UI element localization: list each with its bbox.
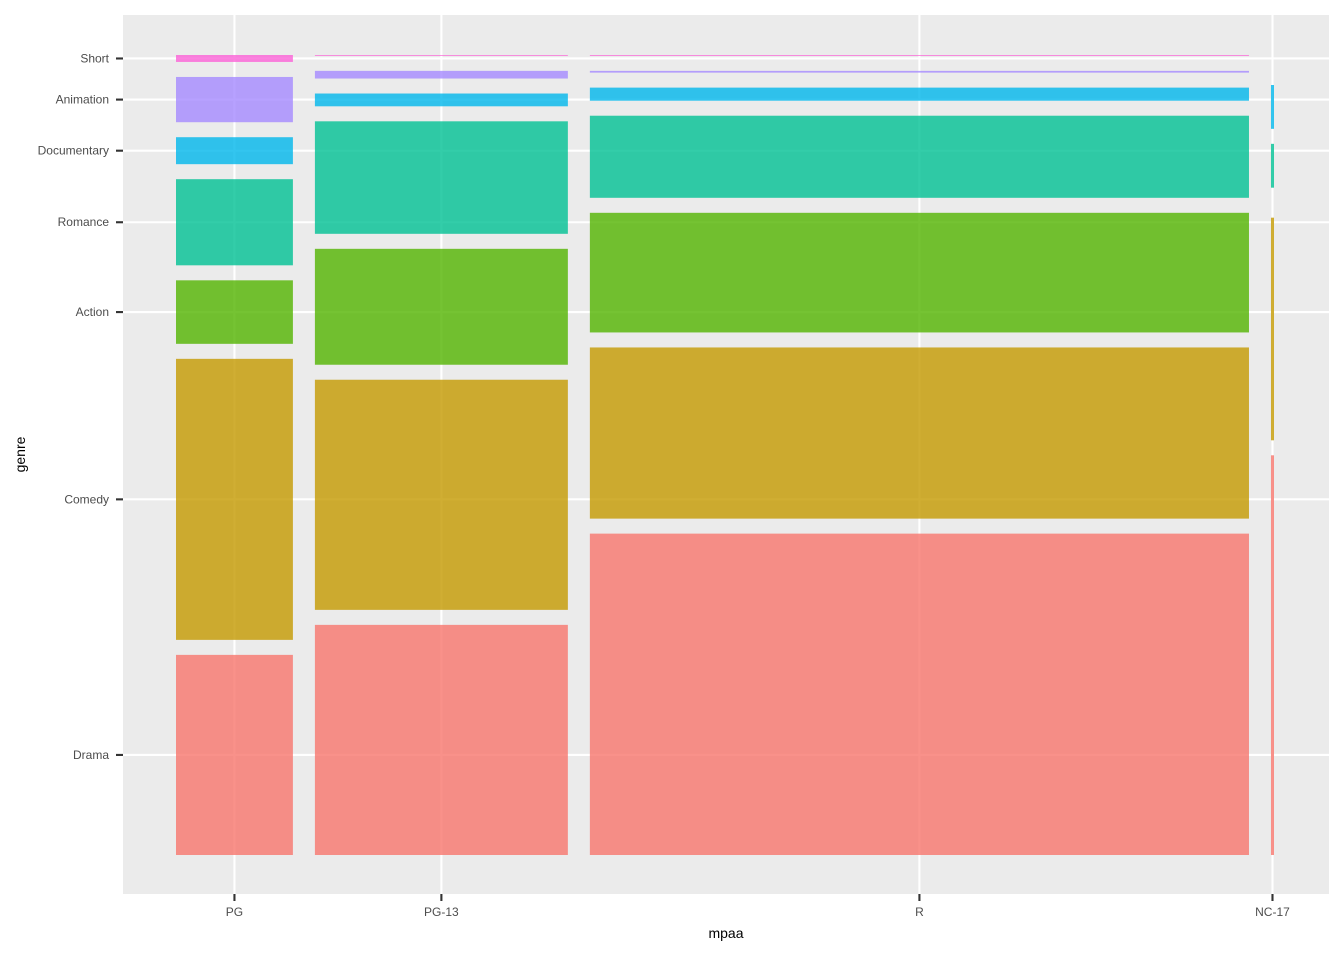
- tile-r-animation: [589, 70, 1249, 73]
- tile-pg-13-action: [314, 248, 568, 365]
- x-tick-label-nc-17: NC-17: [1255, 905, 1290, 919]
- tile-r-short: [589, 55, 1249, 56]
- tile-pg-13-documentary: [314, 93, 568, 107]
- tile-nc-17-romance: [1270, 143, 1274, 188]
- y-tick-label-drama: Drama: [73, 748, 109, 762]
- tile-r-drama: [589, 533, 1249, 855]
- tile-pg-romance: [176, 179, 293, 266]
- y-tick-label-comedy: Comedy: [64, 492, 109, 506]
- y-tick-label-action: Action: [76, 305, 109, 319]
- tile-r-action: [589, 212, 1249, 333]
- x-tick-label-pg: PG: [226, 905, 243, 919]
- tile-r-documentary: [589, 87, 1249, 101]
- tile-pg-comedy: [176, 358, 293, 640]
- tile-pg-action: [176, 280, 293, 344]
- tile-pg-13-short: [314, 55, 568, 56]
- y-tick-label-animation: Animation: [56, 93, 109, 107]
- tile-pg-13-drama: [314, 624, 568, 855]
- tile-pg-drama: [176, 654, 293, 855]
- x-tick-label-r: R: [915, 905, 924, 919]
- tile-r-romance: [589, 115, 1249, 198]
- y-tick-label-short: Short: [80, 51, 109, 65]
- tile-pg-13-animation: [314, 70, 568, 79]
- y-tick-label-romance: Romance: [58, 215, 110, 229]
- tile-nc-17-documentary: [1270, 85, 1274, 129]
- tile-pg-animation: [176, 76, 293, 123]
- tile-nc-17-comedy: [1270, 217, 1274, 441]
- tile-pg-short: [176, 55, 293, 62]
- x-tick-label-pg-13: PG-13: [424, 905, 459, 919]
- y-tick-label-documentary: Documentary: [38, 144, 109, 158]
- y-axis-title: genre: [12, 436, 28, 472]
- x-axis-title: mpaa: [708, 925, 743, 941]
- tile-nc-17-drama: [1270, 455, 1274, 855]
- tile-pg-13-romance: [314, 121, 568, 234]
- tile-pg-13-comedy: [314, 379, 568, 610]
- tile-pg-documentary: [176, 137, 293, 165]
- tile-r-comedy: [589, 347, 1249, 519]
